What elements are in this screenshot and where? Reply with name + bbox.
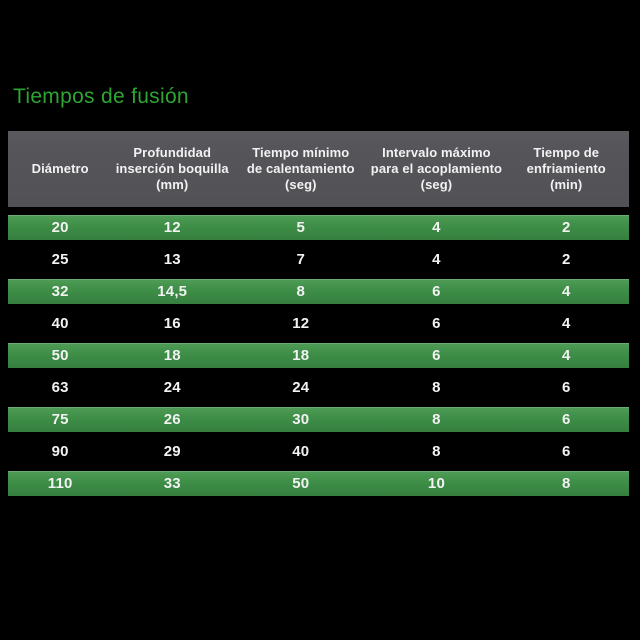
table-row: 20 12 5 4 2 bbox=[8, 215, 629, 240]
table-row: 75 26 30 8 6 bbox=[8, 407, 629, 432]
cell-diametro: 63 bbox=[51, 379, 69, 396]
cell-acoplamiento: 4 bbox=[432, 251, 441, 268]
table-body: 20 12 5 4 2 25 13 7 4 2 32 14,5 8 6 4 bbox=[8, 215, 629, 496]
cell-acoplamiento: 6 bbox=[432, 347, 441, 364]
cell-acoplamiento: 8 bbox=[432, 411, 441, 428]
cell-calentamiento: 24 bbox=[292, 379, 310, 396]
table-row: 90 29 40 8 6 bbox=[8, 439, 629, 464]
column-header-profundidad-insercion: Profundidad inserción boquilla (mm) bbox=[115, 144, 229, 193]
cell-calentamiento: 40 bbox=[292, 443, 310, 460]
cell-diametro: 90 bbox=[51, 443, 69, 460]
table-row: 50 18 18 6 4 bbox=[8, 343, 629, 368]
table-header-row: Diámetro Profundidad inserción boquilla … bbox=[8, 131, 629, 207]
cell-enfriamiento: 4 bbox=[561, 347, 571, 364]
cell-diametro: 110 bbox=[47, 475, 73, 492]
cell-calentamiento: 5 bbox=[296, 219, 306, 236]
cell-profundidad: 29 bbox=[163, 443, 181, 460]
cell-acoplamiento: 6 bbox=[432, 315, 441, 332]
cell-calentamiento: 18 bbox=[292, 347, 310, 364]
cell-acoplamiento: 10 bbox=[427, 475, 445, 492]
cell-calentamiento: 50 bbox=[292, 475, 310, 492]
cell-acoplamiento: 8 bbox=[432, 379, 441, 396]
column-header-intervalo-acoplamiento: Intervalo máximo para el acoplamiento (s… bbox=[370, 144, 503, 193]
cell-diametro: 20 bbox=[51, 219, 69, 236]
cell-profundidad: 13 bbox=[163, 251, 181, 268]
cell-diametro: 40 bbox=[51, 315, 69, 332]
table-row: 40 16 12 6 4 bbox=[8, 311, 629, 336]
cell-profundidad: 18 bbox=[163, 347, 181, 364]
cell-diametro: 75 bbox=[51, 411, 69, 428]
table-row: 63 24 24 8 6 bbox=[8, 375, 629, 400]
cell-diametro: 25 bbox=[51, 251, 69, 268]
table-row: 25 13 7 4 2 bbox=[8, 247, 629, 272]
cell-diametro: 50 bbox=[51, 347, 69, 364]
cell-enfriamiento: 6 bbox=[561, 443, 571, 460]
cell-diametro: 32 bbox=[51, 283, 69, 300]
cell-enfriamiento: 8 bbox=[561, 475, 571, 492]
cell-enfriamiento: 2 bbox=[561, 251, 571, 268]
cell-calentamiento: 30 bbox=[292, 411, 310, 428]
cell-profundidad: 24 bbox=[163, 379, 181, 396]
cell-acoplamiento: 6 bbox=[432, 283, 441, 300]
table-row: 110 33 50 10 8 bbox=[8, 471, 629, 496]
cell-acoplamiento: 8 bbox=[432, 443, 441, 460]
column-header-tiempo-calentamiento: Tiempo mínimo de calentamiento (seg) bbox=[246, 144, 355, 193]
cell-profundidad: 26 bbox=[163, 411, 181, 428]
column-header-diametro: Diámetro bbox=[31, 160, 89, 176]
cell-calentamiento: 12 bbox=[292, 315, 310, 332]
cell-profundidad: 12 bbox=[163, 219, 181, 236]
cell-enfriamiento: 4 bbox=[561, 283, 571, 300]
column-header-tiempo-enfriamiento: Tiempo de enfriamiento (min) bbox=[526, 144, 606, 193]
table-row: 32 14,5 8 6 4 bbox=[8, 279, 629, 304]
cell-enfriamiento: 6 bbox=[561, 411, 571, 428]
cell-acoplamiento: 4 bbox=[432, 219, 441, 236]
cell-profundidad: 14,5 bbox=[157, 283, 188, 300]
cell-enfriamiento: 2 bbox=[561, 219, 571, 236]
cell-calentamiento: 7 bbox=[296, 251, 306, 268]
fusion-times-table: Diámetro Profundidad inserción boquilla … bbox=[8, 131, 629, 496]
page-title: Tiempos de fusión bbox=[13, 85, 189, 108]
cell-profundidad: 16 bbox=[163, 315, 181, 332]
cell-calentamiento: 8 bbox=[296, 283, 306, 300]
cell-enfriamiento: 6 bbox=[561, 379, 571, 396]
cell-enfriamiento: 4 bbox=[561, 315, 571, 332]
cell-profundidad: 33 bbox=[163, 475, 181, 492]
